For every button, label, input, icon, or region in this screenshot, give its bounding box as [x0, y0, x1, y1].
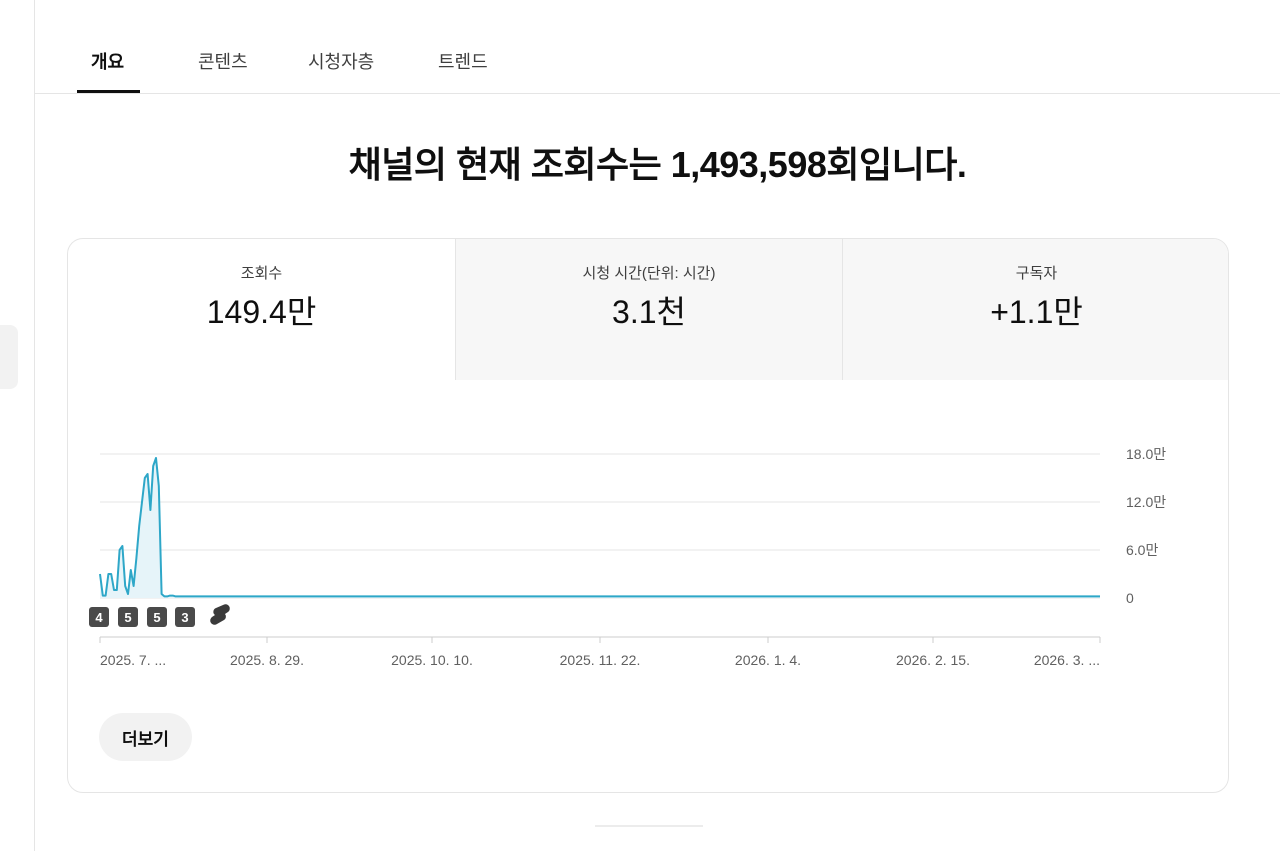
y-tick-label: 0: [1126, 590, 1134, 606]
tab-content[interactable]: 콘텐츠: [198, 52, 248, 72]
x-tick-label: 2026. 2. 15.: [896, 652, 970, 668]
tab-bar: 개요 콘텐츠 시청자층 트렌드: [35, 0, 1280, 94]
upload-count-label: 4: [95, 610, 103, 625]
upload-count-label: 5: [153, 610, 160, 625]
upload-count-badge: [175, 607, 195, 627]
metric-label: 조회수: [240, 265, 283, 282]
tab-overview[interactable]: 개요: [91, 52, 125, 72]
x-tick-label: 2025. 11. 22.: [560, 652, 641, 668]
metric-value: 3.1천: [612, 294, 686, 330]
upload-count-label: 5: [124, 610, 131, 625]
x-tick-label: 2026. 3. ...: [1034, 652, 1100, 668]
analytics-card: 조회수 149.4만 시청 시간(단위: 시간) 3.1천 구독자 +1.1만 …: [67, 238, 1229, 793]
metric-divider: [455, 239, 456, 380]
x-tick-label: 2026. 1. 4.: [735, 652, 801, 668]
metric-value: +1.1만: [990, 294, 1083, 330]
metric-tab-subscribers[interactable]: 구독자 +1.1만: [843, 239, 1228, 380]
upload-count-badge: [147, 607, 167, 627]
shorts-icon: [210, 604, 230, 625]
y-tick-label: 12.0만: [1126, 494, 1166, 510]
page-headline: 채널의 현재 조회수는 1,493,598회입니다.: [348, 144, 967, 185]
upload-count-label: 3: [181, 610, 188, 625]
left-sidebar-rail: [0, 0, 35, 851]
metric-tab-views[interactable]: 조회수 149.4만: [68, 239, 455, 380]
upload-count-badge: [118, 607, 138, 627]
metric-label: 시청 시간(단위: 시간): [582, 265, 716, 282]
tab-audience[interactable]: 시청자층: [308, 52, 375, 72]
views-line-chart: 18.0만 12.0만 6.0만 0 2025. 7. ... 2025. 8. 29. 2…: [89, 446, 1166, 668]
chart-area-fill: [100, 458, 1100, 598]
metric-divider: [842, 239, 843, 380]
tab-trends[interactable]: 트렌드: [438, 52, 488, 72]
metric-value: 149.4만: [206, 294, 317, 330]
metric-label: 구독자: [1015, 265, 1058, 282]
scroll-indicator: [595, 825, 703, 827]
upload-count-badge: [89, 607, 109, 627]
y-tick-label: 6.0만: [1126, 542, 1158, 558]
y-tick-label: 18.0만: [1126, 446, 1166, 462]
x-tick-label: 2025. 8. 29.: [230, 652, 304, 668]
x-tick-label: 2025. 10. 10.: [391, 652, 473, 668]
chart-series-line: [99, 457, 1100, 598]
see-more-button[interactable]: 더보기: [99, 713, 192, 761]
x-tick-label: 2025. 7. ...: [100, 652, 166, 668]
sidebar-collapse-handle[interactable]: [0, 325, 18, 389]
active-tab-indicator: [77, 90, 140, 93]
metric-tab-watch-time[interactable]: 시청 시간(단위: 시간) 3.1천: [456, 239, 842, 380]
